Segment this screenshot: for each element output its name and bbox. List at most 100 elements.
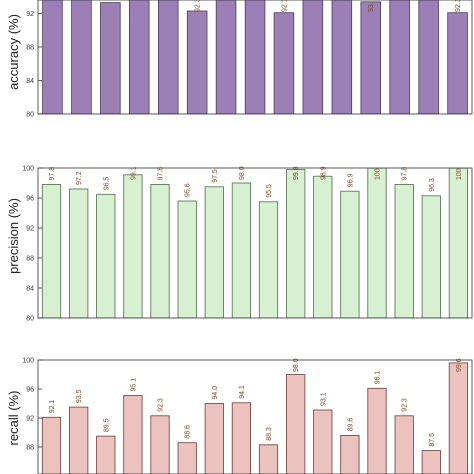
precision-data-label: 98.0 — [239, 166, 246, 180]
precision-bar — [96, 193, 116, 318]
accuracy-y-tick-label: 88 — [26, 45, 34, 52]
recall-data-label: 92.3 — [158, 398, 165, 412]
accuracy-bar — [100, 2, 121, 114]
recall-y-tick-label: 88 — [26, 445, 34, 452]
recall-data-label: 88.3 — [266, 427, 273, 441]
recall-bar — [313, 409, 333, 474]
accuracy-bar — [71, 0, 92, 114]
precision-data-label: 96.9 — [347, 173, 354, 187]
precision-bar — [41, 184, 62, 318]
accuracy-bar — [331, 0, 353, 114]
accuracy-data-label: 92.3 — [195, 0, 202, 12]
recall-y-tick-label: 92 — [26, 416, 34, 423]
recall-data-label: 89.5 — [103, 418, 110, 432]
precision-data-label: 95.6 — [185, 183, 192, 197]
accuracy-bar — [273, 12, 295, 114]
recall-bar — [231, 402, 251, 474]
recall-bar — [421, 450, 441, 474]
accuracy-axes-frame — [37, 0, 473, 115]
recall-data-label: 87.5 — [429, 433, 436, 447]
precision-bar — [177, 200, 197, 318]
accuracy-bar — [389, 0, 410, 114]
precision-y-tick-label: 92 — [26, 226, 34, 233]
recall-bar — [340, 434, 360, 474]
recall-data-label: 94.1 — [239, 385, 246, 399]
accuracy-bar — [128, 0, 150, 114]
accuracy-bar — [360, 1, 381, 114]
precision-bar — [448, 168, 469, 318]
accuracy-data-label: 92.1 — [281, 0, 288, 12]
accuracy-bar — [42, 0, 63, 114]
accuracy-data-label: 93. — [368, 2, 375, 12]
recall-bar — [69, 406, 89, 474]
accuracy-panel: 92.3 92.1 93. 92.1 80 84 88 92 accuracy (%) — [6, 0, 473, 119]
precision-bar — [231, 182, 251, 318]
precision-bar — [367, 168, 387, 318]
precision-data-label: 97.8 — [158, 167, 165, 181]
recall-data-label: 99.6 — [456, 358, 463, 372]
accuracy-bar — [186, 10, 208, 114]
recall-bar — [394, 415, 414, 474]
precision-bar — [394, 184, 414, 318]
precision-data-label: 98.9 — [320, 166, 327, 180]
recall-data-label: 92.3 — [402, 398, 409, 412]
recall-bar — [41, 416, 62, 474]
precision-data-label: 100 — [456, 168, 463, 180]
accuracy-y-axis-label: accuracy (%) — [6, 14, 21, 90]
recall-data-label: 96.1 — [375, 371, 382, 385]
recall-data-label: 94.0 — [212, 386, 219, 400]
recall-bar — [286, 374, 306, 474]
recall-bar — [448, 362, 469, 474]
precision-data-label: 99.8 — [293, 166, 300, 180]
accuracy-bar — [215, 0, 237, 114]
precision-y-tick-label: 96 — [26, 196, 34, 203]
precision-y-axis-label: precision (%) — [6, 198, 21, 274]
precision-data-label: 97.2 — [76, 171, 83, 185]
precision-bar — [123, 174, 143, 318]
precision-bar — [69, 188, 89, 318]
recall-y-tick-label: 96 — [26, 387, 34, 394]
precision-bar — [313, 175, 333, 318]
precision-bar — [286, 169, 306, 318]
accuracy-y-tick-label: 80 — [26, 112, 34, 119]
precision-bar — [150, 184, 170, 318]
precision-y-tick-label: 80 — [26, 316, 34, 323]
recall-bar — [177, 442, 197, 474]
precision-y-tick-label: 88 — [26, 256, 34, 263]
recall-data-label: 93.1 — [320, 392, 327, 406]
recall-data-label: 89.6 — [347, 418, 354, 432]
recall-data-label: 98.0 — [293, 358, 300, 372]
precision-data-label: 100 — [375, 168, 382, 180]
precision-data-label: 97.5 — [212, 169, 219, 183]
precision-panel: 97.8 97.2 96.5 99.1 97.8 95.6 97.5 98.0 95.5 99.8… — [6, 166, 473, 323]
precision-bar — [421, 195, 441, 318]
precision-bar — [258, 201, 279, 318]
recall-bar — [367, 387, 387, 474]
recall-y-tick-label: 100 — [22, 358, 34, 365]
recall-bar — [258, 444, 279, 474]
accuracy-bar — [418, 0, 439, 114]
accuracy-bar — [447, 12, 468, 114]
accuracy-y-tick-label: 84 — [26, 78, 34, 85]
recall-panel: 92.1 93.5 89.5 95.1 92.3 88.6 94.0 94.1 88.3 98.0… — [6, 358, 473, 474]
recall-y-axis-label: recall (%) — [6, 391, 21, 446]
recall-data-label: 88.6 — [185, 425, 192, 439]
precision-data-label: 95.5 — [266, 184, 273, 198]
recall-bar — [150, 415, 170, 474]
precision-bar — [204, 186, 224, 318]
recall-data-label: 95.1 — [130, 378, 137, 392]
recall-bar — [123, 395, 143, 474]
precision-y-tick-label: 100 — [22, 166, 34, 173]
accuracy-bar — [302, 0, 324, 114]
recall-data-label: 92.1 — [49, 400, 56, 414]
accuracy-bar — [244, 0, 266, 114]
recall-bar — [96, 435, 116, 474]
precision-data-label: 97.8 — [49, 167, 56, 181]
accuracy-bar — [157, 0, 179, 114]
recall-data-label: 93.5 — [76, 389, 83, 403]
precision-y-tick-label: 84 — [26, 286, 34, 293]
precision-data-label: 96.3 — [429, 178, 436, 192]
recall-bar — [204, 403, 224, 474]
recall-axes-frame — [37, 359, 473, 474]
